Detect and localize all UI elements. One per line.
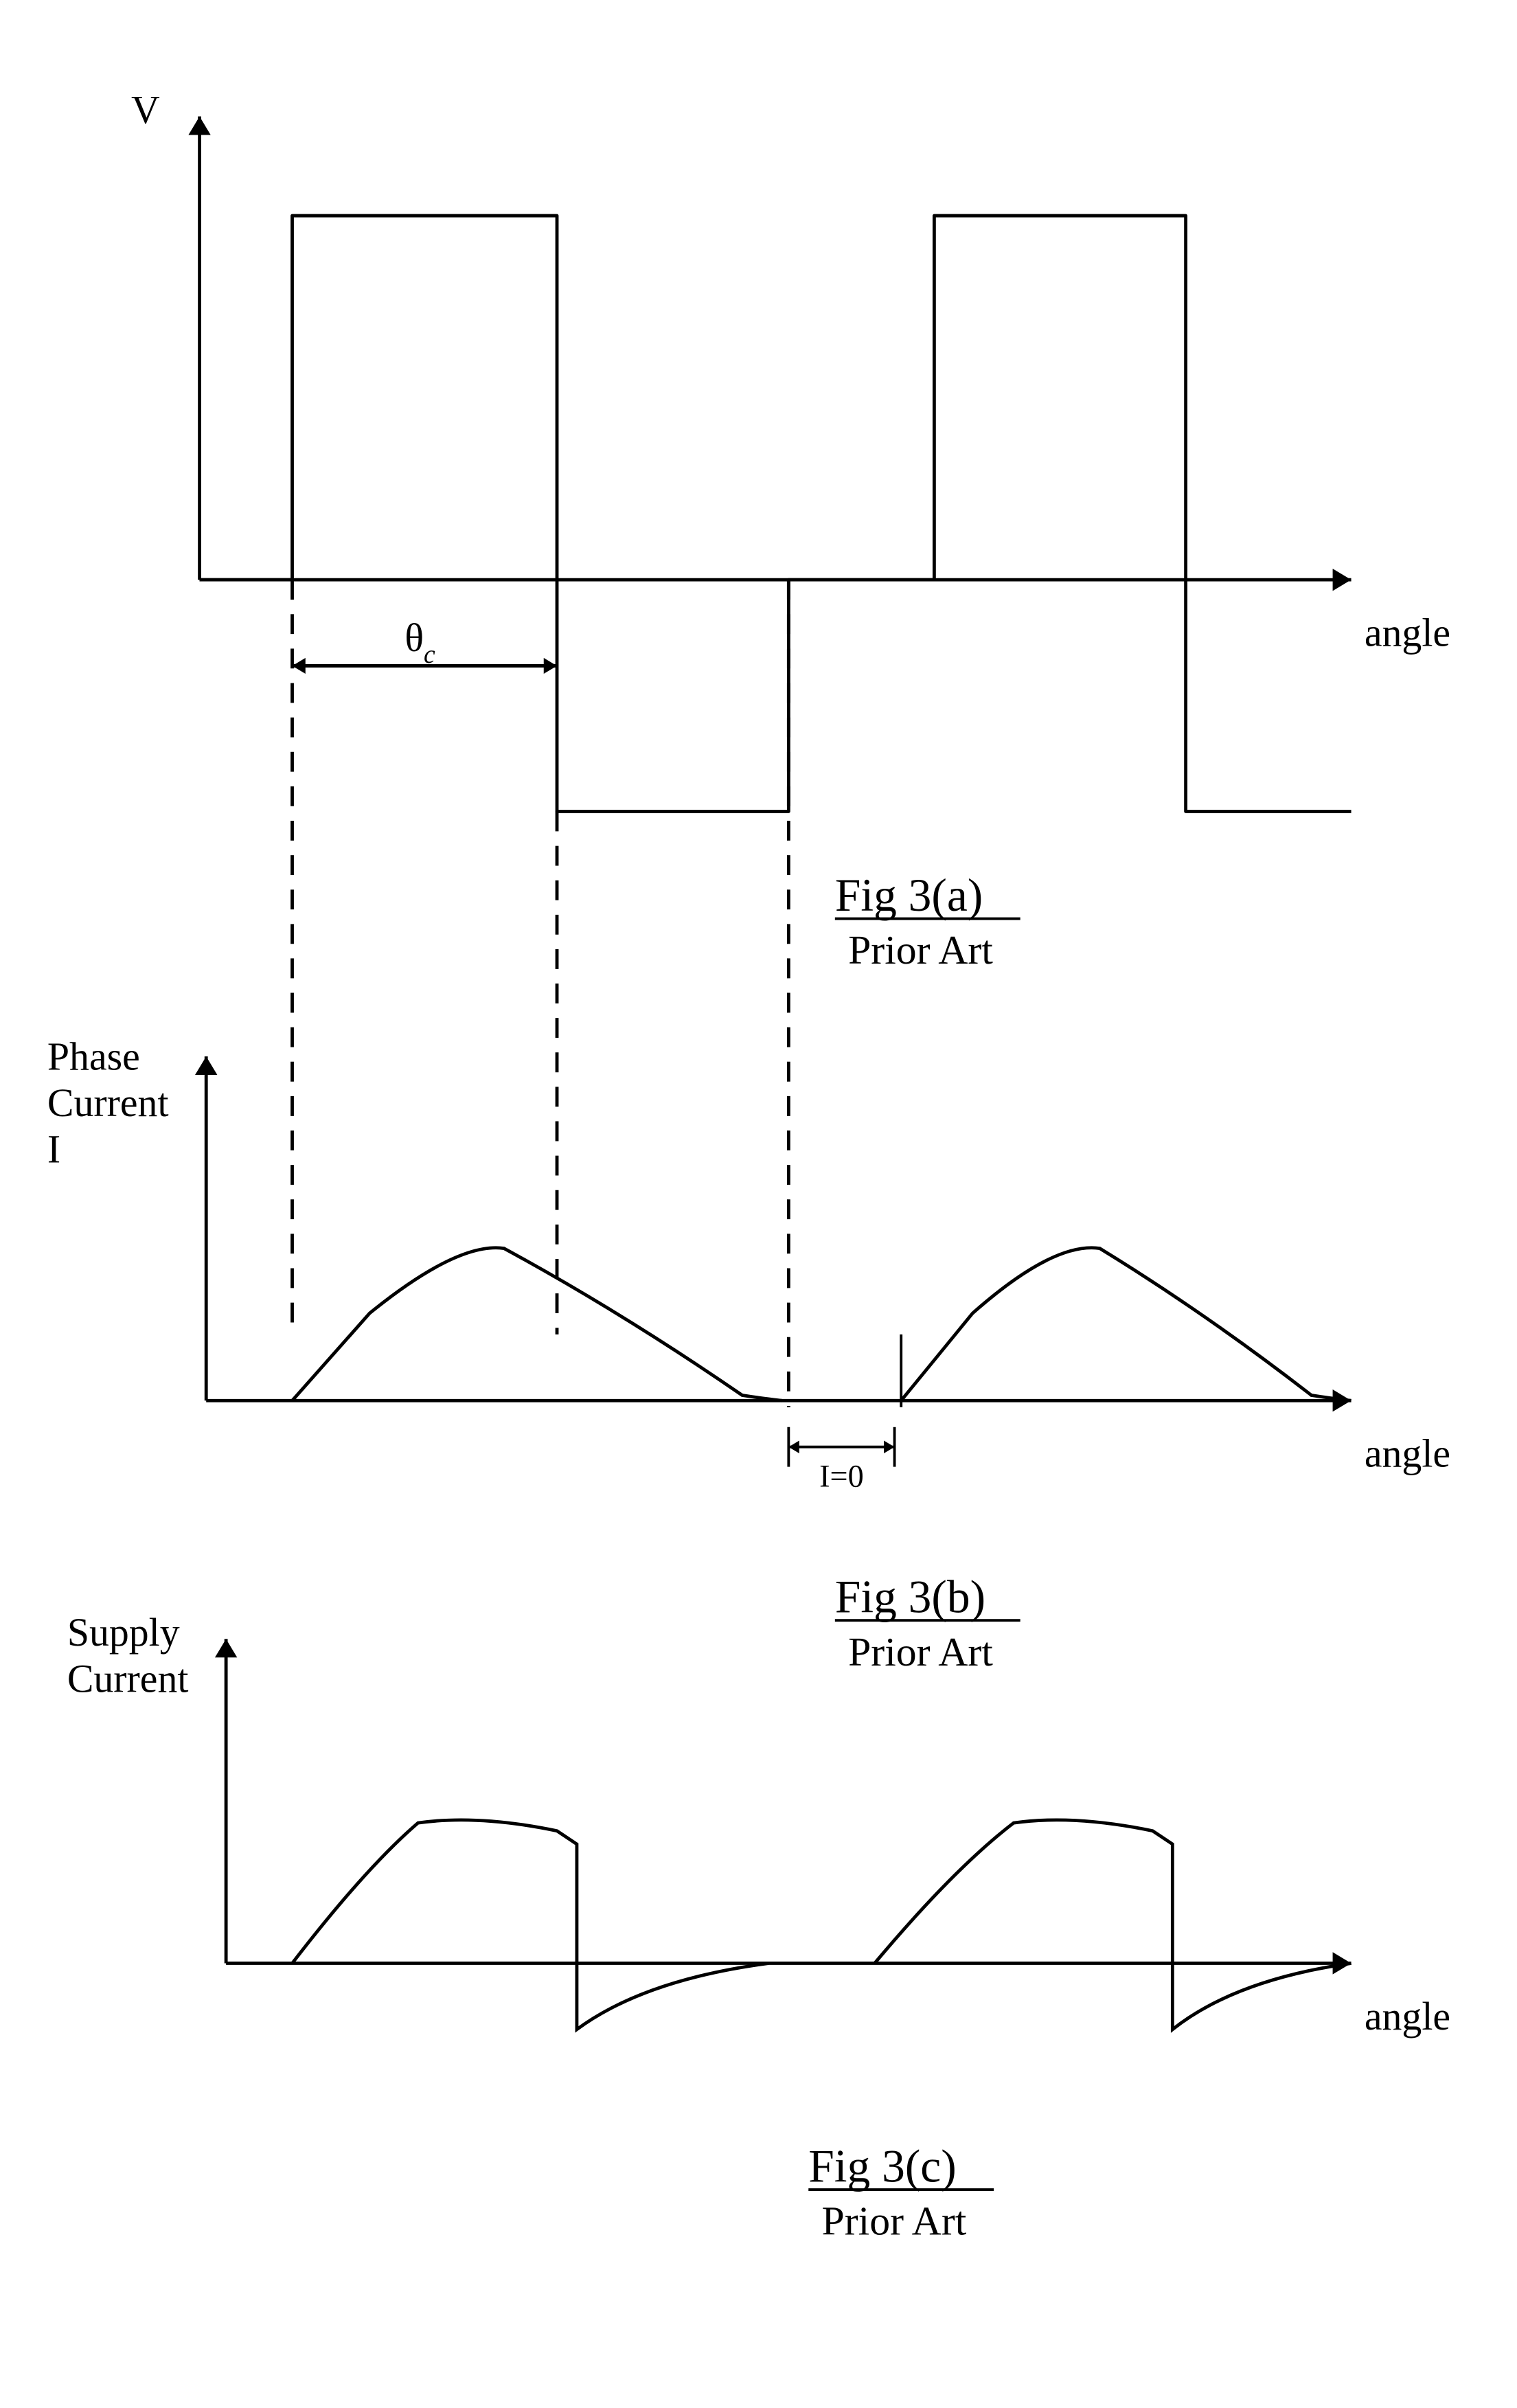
chart-b-ylabel: I [47, 1126, 60, 1171]
chart-a-waveform [200, 216, 1351, 811]
chart-b-hump [293, 1248, 782, 1400]
chart-a-xlabel: angle [1365, 611, 1450, 655]
chart-c-ylabel: Current [67, 1656, 189, 1701]
fig-a-sub: Prior Art [848, 927, 993, 973]
chart-b-hump [901, 1248, 1351, 1400]
diagram-root: VangleθcFig 3(a)Prior ArtPhaseCurrentIan… [27, 27, 1490, 2381]
chart-a-ylabel: V [131, 87, 160, 132]
chart-c-hump [293, 1820, 769, 2030]
chart-b-ylabel: Current [47, 1080, 169, 1125]
chart-b-ylabel: Phase [47, 1034, 140, 1078]
theta-label: θc [404, 615, 435, 669]
fig-b-title: Fig 3(b) [835, 1571, 985, 1623]
chart-b-xlabel: angle [1365, 1431, 1450, 1476]
chart-c-xlabel: angle [1365, 1994, 1450, 2038]
fig-a-title: Fig 3(a) [835, 870, 983, 921]
chart-c-hump [875, 1820, 1351, 2030]
fig-b-sub: Prior Art [848, 1629, 993, 1674]
izero-label: I=0 [819, 1459, 864, 1495]
fig-c-sub: Prior Art [822, 2199, 967, 2244]
chart-c-ylabel: Supply [67, 1610, 180, 1655]
waveform-diagrams: VangleθcFig 3(a)Prior ArtPhaseCurrentIan… [27, 27, 1490, 2381]
fig-c-title: Fig 3(c) [808, 2141, 956, 2192]
